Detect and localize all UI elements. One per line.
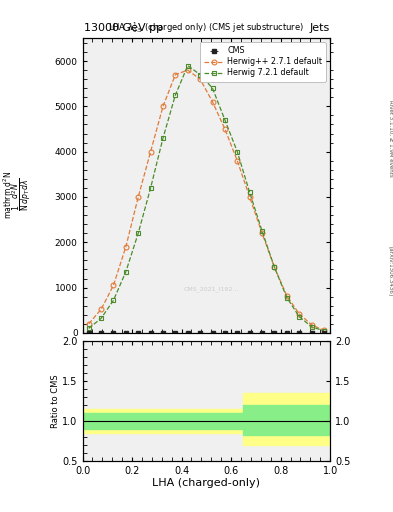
Herwig 7.2.1 default xyxy=(272,264,277,270)
Herwig 7.2.1 default xyxy=(173,92,178,98)
Herwig++ 2.7.1 default xyxy=(161,103,165,110)
Herwig 7.2.1 default xyxy=(210,85,215,91)
Text: $\frac{1}{\mathrm{N}}\frac{d^2N}{dp_T\,d\lambda}$: $\frac{1}{\mathrm{N}}\frac{d^2N}{dp_T\,d… xyxy=(10,178,33,211)
Herwig 7.2.1 default xyxy=(185,62,190,69)
Herwig++ 2.7.1 default xyxy=(123,244,128,250)
Herwig 7.2.1 default xyxy=(297,313,301,319)
Herwig++ 2.7.1 default xyxy=(148,148,153,155)
Herwig++ 2.7.1 default xyxy=(272,264,277,270)
Herwig++ 2.7.1 default xyxy=(173,72,178,78)
Herwig++ 2.7.1 default xyxy=(99,306,103,312)
Herwig 7.2.1 default xyxy=(321,328,326,334)
Herwig 7.2.1 default xyxy=(285,294,289,301)
Herwig 7.2.1 default xyxy=(309,324,314,330)
Herwig++ 2.7.1 default xyxy=(86,321,91,327)
Text: mathrm d$^2$N: mathrm d$^2$N xyxy=(2,170,14,219)
Herwig++ 2.7.1 default xyxy=(111,282,116,288)
Herwig 7.2.1 default xyxy=(161,135,165,141)
Herwig 7.2.1 default xyxy=(111,297,116,303)
Herwig++ 2.7.1 default xyxy=(210,99,215,105)
Text: Rivet 3.1.10, ≥ 1.9M events: Rivet 3.1.10, ≥ 1.9M events xyxy=(389,100,393,177)
Herwig 7.2.1 default xyxy=(86,325,91,331)
Herwig 7.2.1 default xyxy=(247,189,252,196)
Herwig++ 2.7.1 default xyxy=(235,158,240,164)
Herwig 7.2.1 default xyxy=(235,148,240,155)
Herwig++ 2.7.1 default xyxy=(247,194,252,200)
Line: Herwig++ 2.7.1 default: Herwig++ 2.7.1 default xyxy=(86,68,326,333)
Text: LHA $\lambda^{1}_{0.5}$ (charged only) (CMS jet substructure): LHA $\lambda^{1}_{0.5}$ (charged only) (… xyxy=(108,20,304,35)
Herwig++ 2.7.1 default xyxy=(297,311,301,317)
Herwig 7.2.1 default xyxy=(123,269,128,275)
Legend: CMS, Herwig++ 2.7.1 default, Herwig 7.2.1 default: CMS, Herwig++ 2.7.1 default, Herwig 7.2.… xyxy=(200,42,326,81)
Herwig++ 2.7.1 default xyxy=(136,194,141,200)
Text: CMS_2021_I192...: CMS_2021_I192... xyxy=(184,286,239,291)
Y-axis label: Ratio to CMS: Ratio to CMS xyxy=(51,374,59,428)
Herwig++ 2.7.1 default xyxy=(309,322,314,328)
Herwig++ 2.7.1 default xyxy=(285,293,289,299)
Herwig 7.2.1 default xyxy=(222,117,227,123)
Text: [arXiv:1306.3436]: [arXiv:1306.3436] xyxy=(389,246,393,296)
Herwig++ 2.7.1 default xyxy=(222,126,227,132)
Herwig 7.2.1 default xyxy=(198,72,202,78)
Text: Jets: Jets xyxy=(309,23,329,33)
Text: 13000 GeV pp: 13000 GeV pp xyxy=(84,23,163,33)
X-axis label: LHA (charged-only): LHA (charged-only) xyxy=(152,478,260,488)
Herwig++ 2.7.1 default xyxy=(185,67,190,73)
Herwig 7.2.1 default xyxy=(148,185,153,191)
Herwig++ 2.7.1 default xyxy=(321,327,326,333)
Herwig 7.2.1 default xyxy=(260,228,264,234)
Herwig 7.2.1 default xyxy=(136,230,141,236)
Herwig 7.2.1 default xyxy=(99,315,103,322)
Herwig++ 2.7.1 default xyxy=(198,76,202,82)
Herwig++ 2.7.1 default xyxy=(260,230,264,236)
Line: Herwig 7.2.1 default: Herwig 7.2.1 default xyxy=(86,63,326,333)
